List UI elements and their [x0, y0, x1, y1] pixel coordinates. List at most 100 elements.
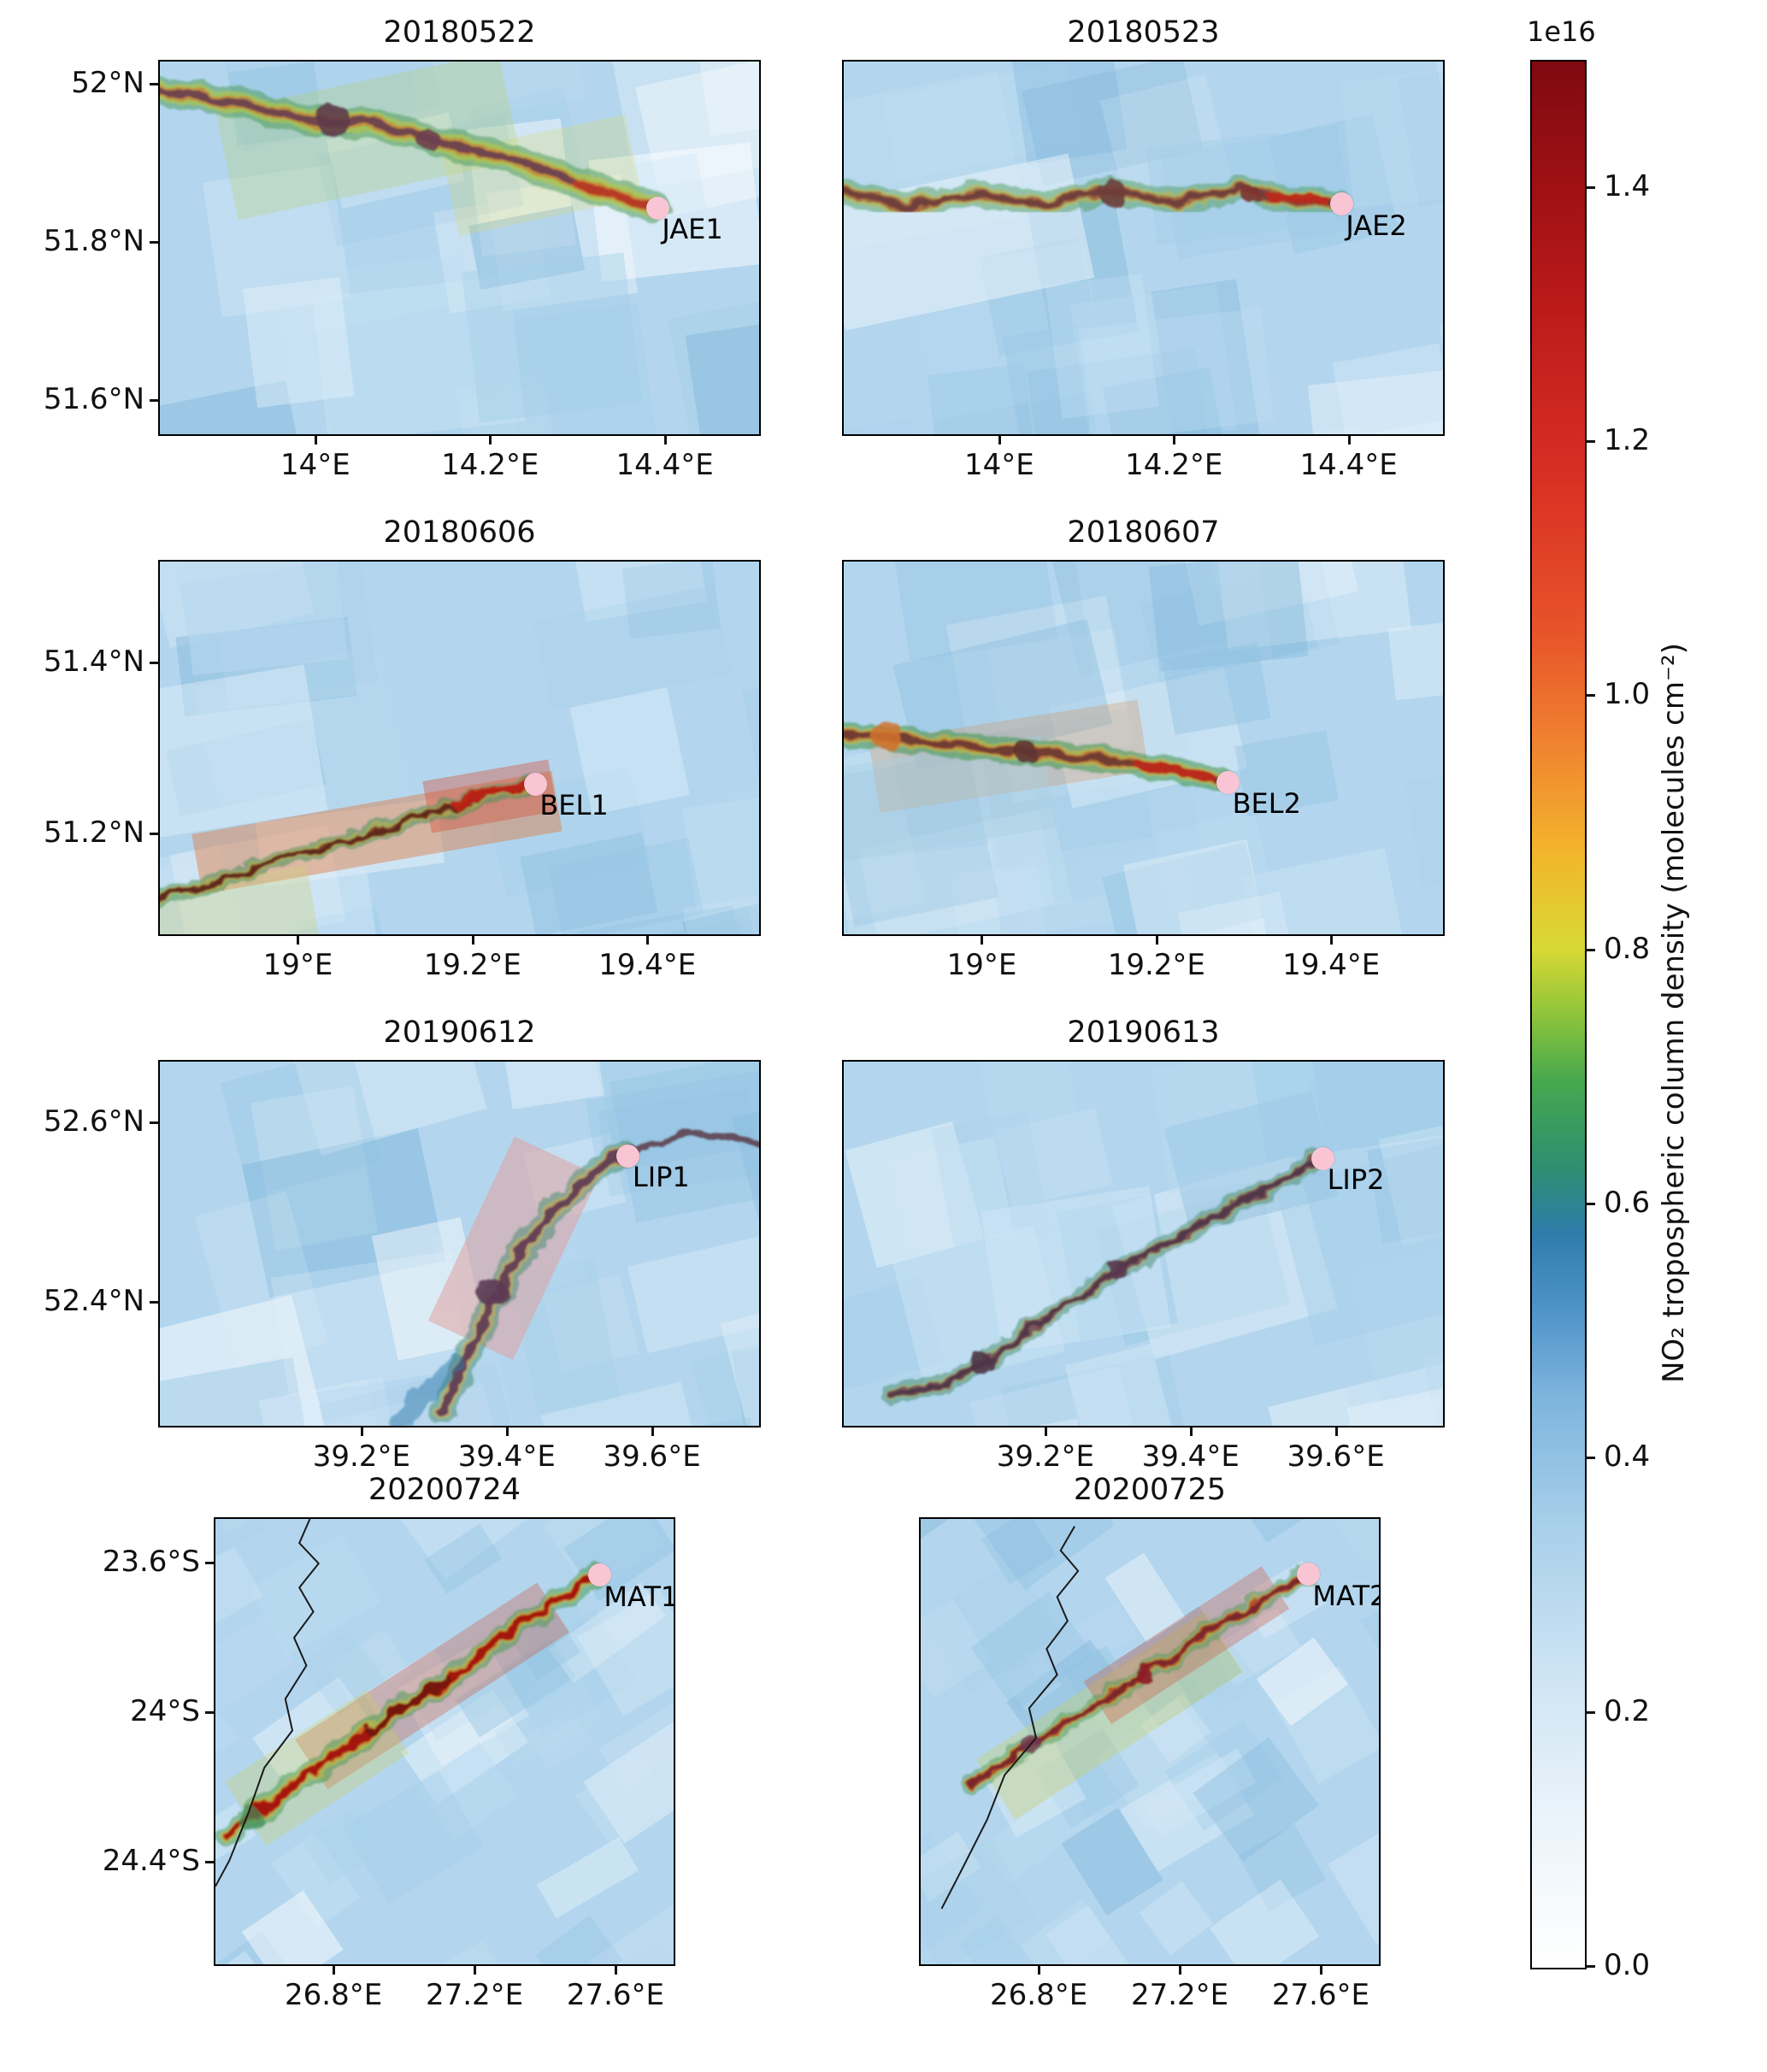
colorbar-tick-mark	[1585, 1965, 1595, 1968]
x-tick-mark	[297, 936, 300, 945]
map-image	[215, 1519, 674, 1964]
panel-title: 20190612	[383, 1015, 536, 1050]
x-tick-mark	[1334, 1427, 1338, 1436]
y-tick-label: 52°N	[71, 65, 144, 100]
y-tick-mark	[150, 662, 158, 664]
x-tick-label: 27.6°E	[566, 1978, 665, 2012]
map-image	[844, 1062, 1443, 1426]
map-image	[844, 62, 1443, 434]
colorbar-tick-mark	[1585, 440, 1595, 443]
colorbar-tick-label: 1.4	[1604, 168, 1651, 203]
colorbar-tick-mark	[1585, 694, 1595, 698]
site-marker-BEL1	[523, 772, 547, 796]
x-tick-label: 39.2°E	[996, 1439, 1094, 1474]
site-marker-label: JAE2	[1346, 209, 1407, 242]
map-panel-20190612: LIP1	[158, 1060, 761, 1427]
panel-title: 20180523	[1067, 15, 1220, 50]
y-tick-mark	[150, 1301, 158, 1304]
y-tick-mark	[150, 241, 158, 244]
x-tick-label: 14.4°E	[1299, 448, 1398, 482]
y-tick-label: 52.6°N	[43, 1104, 144, 1139]
x-tick-mark	[505, 1427, 509, 1436]
x-tick-label: 39.4°E	[457, 1439, 556, 1474]
y-tick-label: 52.4°N	[43, 1284, 144, 1319]
x-tick-mark	[333, 1966, 336, 1975]
panel-title: 20200725	[1073, 1473, 1227, 1507]
x-tick-label: 27.2°E	[425, 1978, 524, 2012]
y-tick-label: 23.6°S	[102, 1544, 200, 1579]
y-tick-mark	[150, 399, 158, 403]
x-tick-mark	[1044, 1427, 1047, 1436]
x-tick-label: 19.2°E	[1107, 948, 1205, 982]
colorbar-tick-mark	[1585, 1710, 1595, 1714]
x-tick-mark	[314, 436, 317, 444]
x-tick-mark	[651, 1427, 654, 1436]
x-tick-mark	[1038, 1966, 1041, 1975]
map-image	[844, 562, 1443, 934]
colorbar-tick-mark	[1585, 1457, 1595, 1460]
x-tick-label: 14.2°E	[441, 448, 539, 482]
y-tick-mark	[205, 1561, 214, 1564]
colorbar-tick-label: 0.4	[1604, 1439, 1651, 1475]
colorbar-tick-label: 0.2	[1604, 1693, 1651, 1728]
map-panel-20180522: JAE1	[158, 60, 761, 436]
x-tick-mark	[614, 1966, 617, 1975]
x-tick-mark	[646, 936, 650, 945]
x-tick-label: 39.6°E	[603, 1439, 701, 1474]
x-tick-label: 27.2°E	[1130, 1978, 1229, 2012]
y-tick-label: 51.4°N	[43, 645, 144, 679]
site-marker-label: LIP2	[1327, 1163, 1385, 1197]
x-tick-label: 19°E	[262, 948, 333, 982]
y-tick-mark	[205, 1710, 214, 1714]
colorbar-tick-label: 1.0	[1604, 677, 1651, 712]
x-tick-mark	[1189, 1427, 1193, 1436]
x-tick-mark	[1179, 1966, 1182, 1975]
site-marker-LIP1	[616, 1144, 640, 1168]
x-tick-label: 39.6°E	[1287, 1439, 1385, 1474]
y-tick-label: 24.4°S	[102, 1843, 200, 1878]
x-tick-mark	[1330, 936, 1334, 945]
colorbar-tick-mark	[1585, 1203, 1595, 1205]
map-panel-20180606: BEL1	[158, 560, 761, 936]
colorbar-tick-label: 1.2	[1604, 423, 1651, 457]
x-tick-mark	[1347, 436, 1351, 444]
colorbar-tick-mark	[1585, 185, 1595, 189]
y-tick-label: 51.8°N	[43, 224, 144, 259]
x-tick-label: 27.6°E	[1271, 1978, 1370, 2012]
site-marker-BEL2	[1216, 770, 1240, 794]
colorbar-tick-label: 0.8	[1604, 931, 1651, 966]
site-marker-MAT1	[587, 1563, 611, 1587]
panel-title: 20180606	[383, 515, 536, 550]
x-tick-mark	[471, 936, 474, 945]
x-tick-mark	[981, 936, 984, 945]
site-marker-label: BEL1	[539, 789, 609, 821]
map-image	[160, 562, 759, 934]
map-image	[160, 1062, 759, 1426]
map-panel-20200724: MAT1	[214, 1517, 675, 1966]
x-tick-label: 26.8°E	[285, 1978, 383, 2012]
x-tick-label: 14.4°E	[616, 448, 714, 482]
x-tick-mark	[663, 436, 667, 444]
map-panel-20180607: BEL2	[842, 560, 1445, 936]
y-tick-label: 24°S	[130, 1693, 200, 1728]
site-marker-LIP2	[1311, 1146, 1335, 1170]
site-marker-JAE2	[1329, 192, 1353, 216]
colorbar-tick-label: 0.0	[1604, 1948, 1651, 1982]
y-tick-mark	[205, 1860, 214, 1863]
x-tick-label: 19.2°E	[423, 948, 521, 982]
panel-title: 20200724	[368, 1473, 521, 1507]
panel-title: 20190613	[1067, 1015, 1220, 1050]
x-tick-label: 14.2°E	[1125, 448, 1223, 482]
map-panel-20200725: MAT2	[919, 1517, 1381, 1966]
y-tick-mark	[150, 82, 158, 85]
map-image	[921, 1519, 1379, 1964]
site-marker-label: MAT1	[604, 1580, 675, 1613]
x-tick-mark	[489, 436, 492, 444]
x-tick-label: 39.4°E	[1141, 1439, 1240, 1474]
map-panel-20190613: LIP2	[842, 1060, 1445, 1427]
y-tick-label: 51.2°N	[43, 815, 144, 850]
x-tick-label: 19.4°E	[598, 948, 697, 982]
x-tick-mark	[474, 1966, 477, 1975]
x-tick-label: 14°E	[280, 448, 350, 482]
